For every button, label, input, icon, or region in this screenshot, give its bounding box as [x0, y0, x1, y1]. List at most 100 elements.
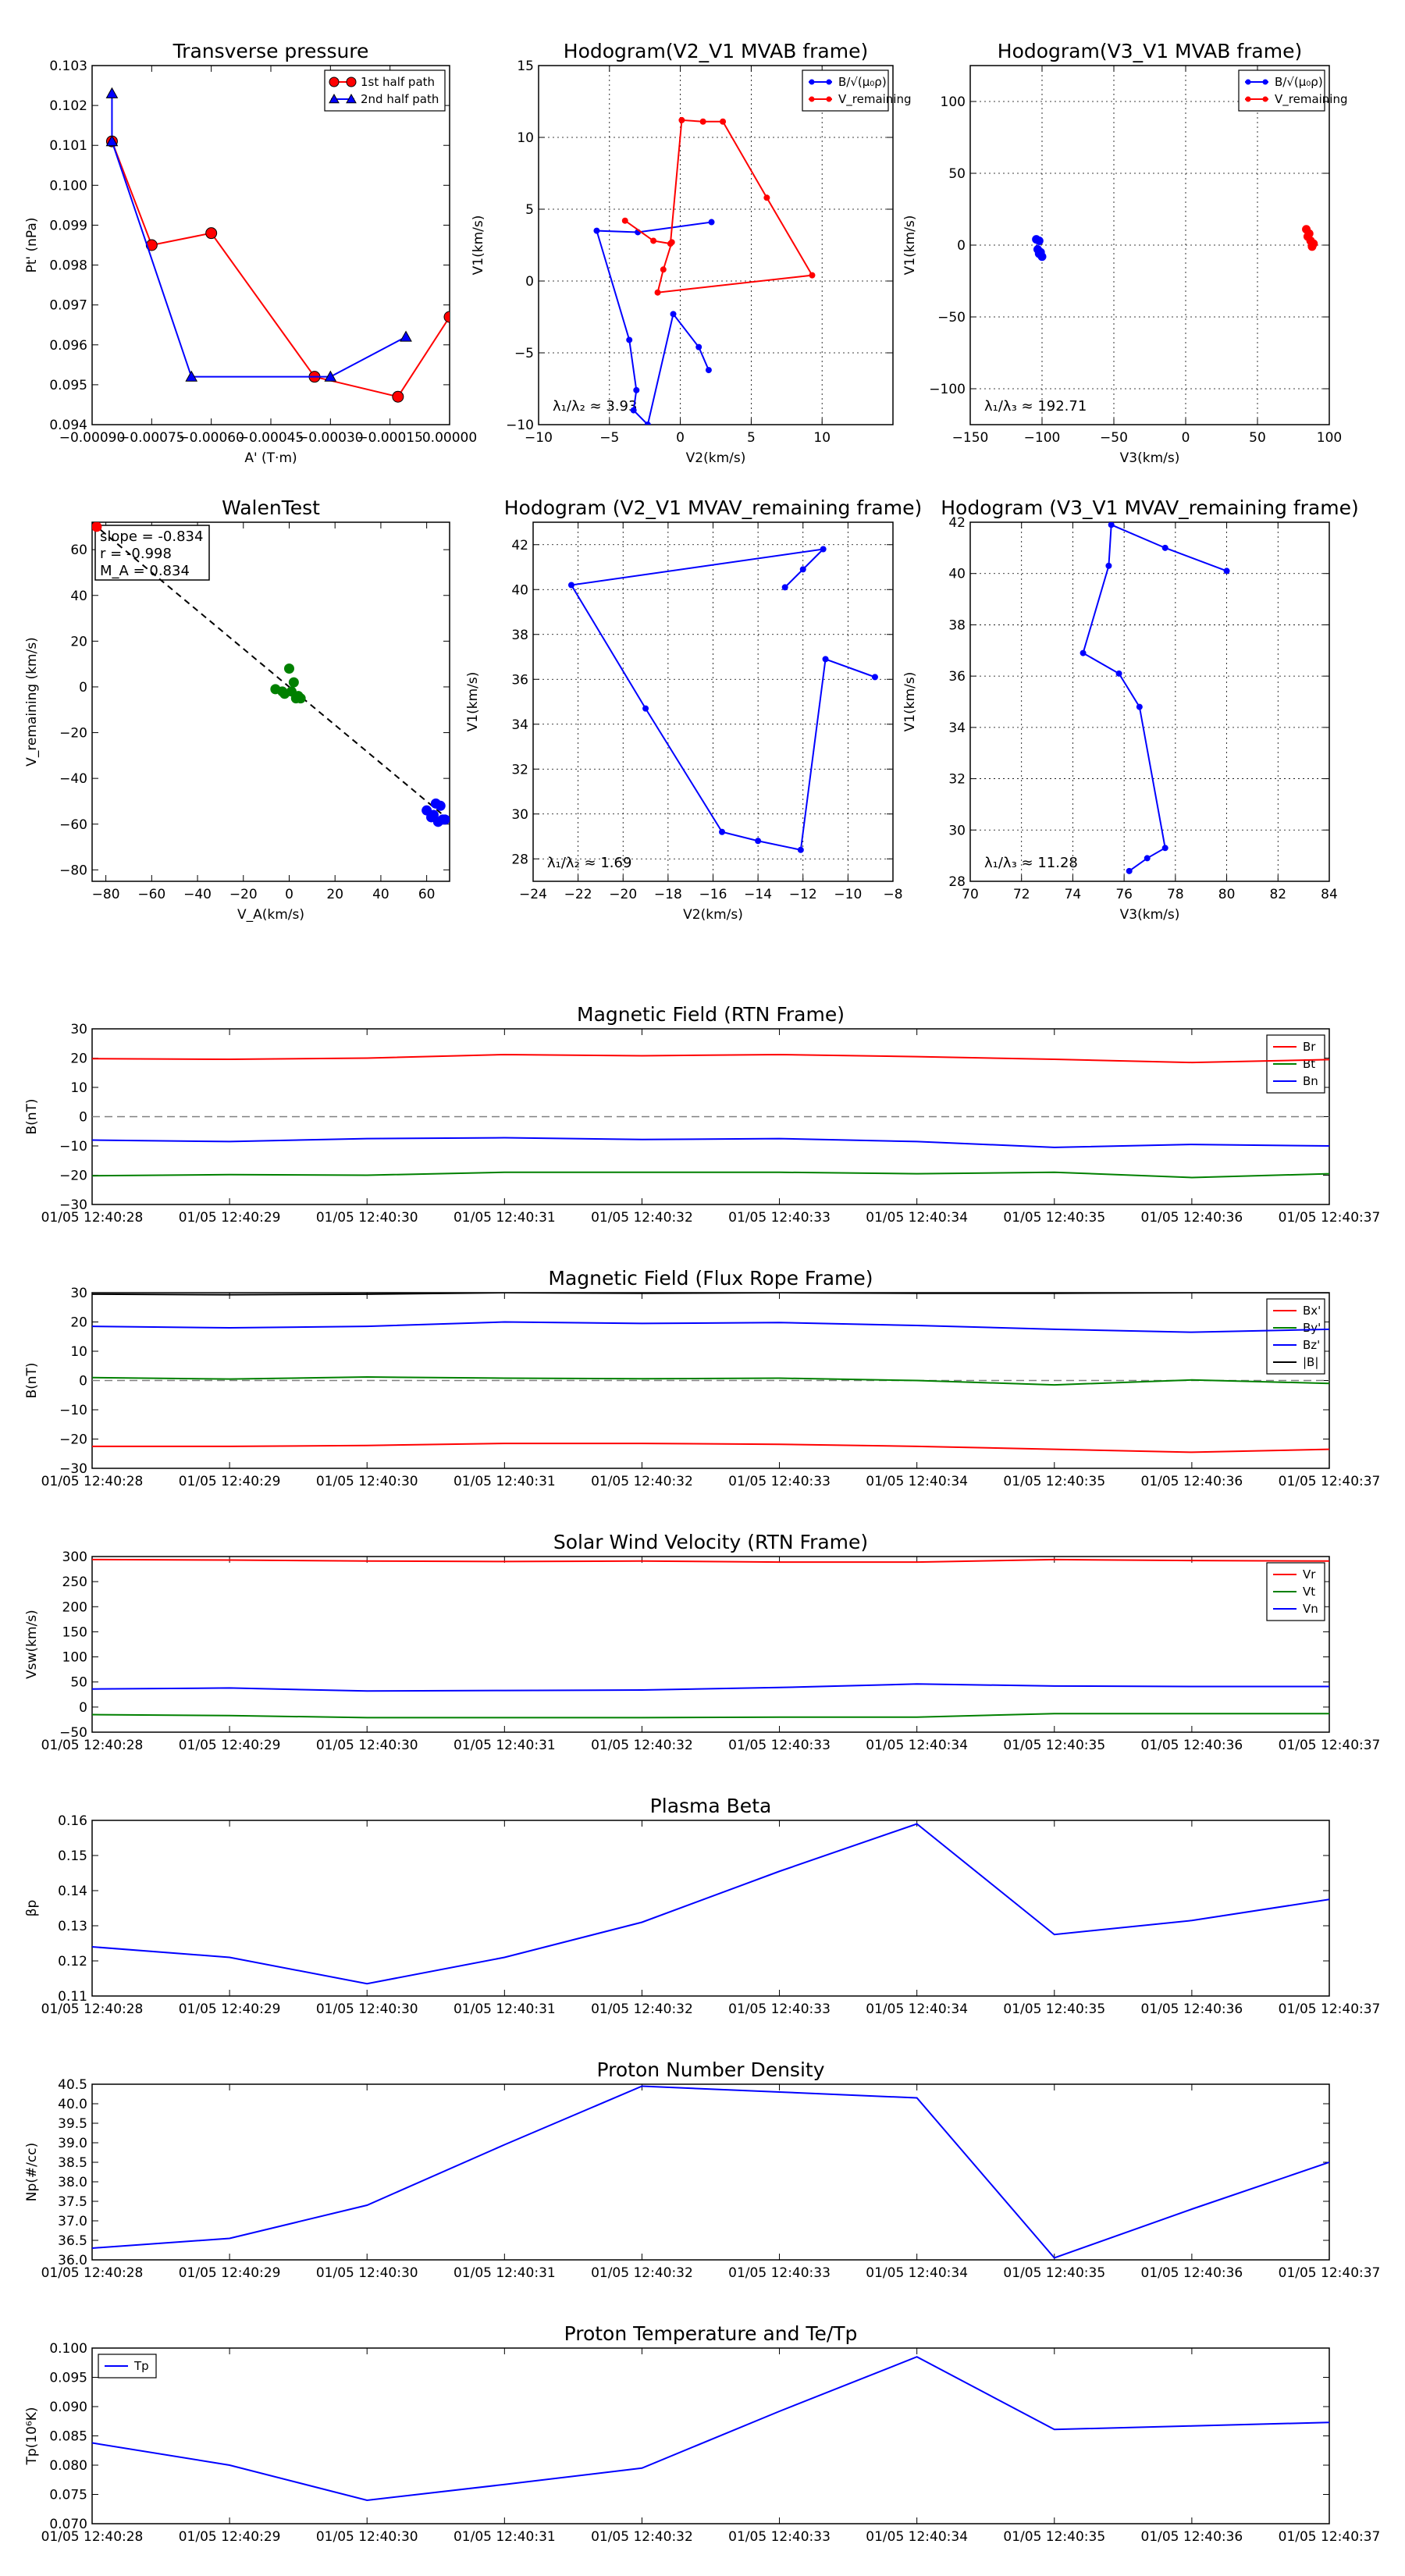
x-tick-label: 01/05 12:40:34 [866, 1474, 968, 1489]
legend-label: By' [1303, 1321, 1321, 1335]
x-tick-label: 70 [962, 887, 979, 902]
y-tick-label: 38.0 [58, 2175, 87, 2190]
x-tick-label: 82 [1269, 887, 1286, 902]
legend-label: B/√(μ₀ρ) [1275, 75, 1323, 89]
x-tick-label: 0 [676, 430, 685, 446]
x-axis-label: V3(km/s) [1120, 450, 1180, 466]
y-tick-label: 0.070 [49, 2517, 87, 2532]
chart-title: Transverse pressure [173, 40, 369, 62]
x-tick-label: −20 [229, 887, 258, 902]
x-tick-label: −22 [564, 887, 592, 902]
y-tick-label: −20 [59, 1169, 87, 1184]
y-tick-label: 38.5 [58, 2155, 87, 2171]
y-axis-label: Tp(10⁶K) [24, 2407, 40, 2465]
x-tick-label: 100 [1317, 430, 1342, 446]
x-tick-label: 01/05 12:40:28 [41, 2265, 144, 2281]
x-tick-label: 01/05 12:40:33 [728, 1474, 831, 1489]
data-point [1262, 79, 1268, 85]
plot-frame [91, 2347, 1330, 2524]
y-tick-label: 0.102 [49, 98, 87, 114]
x-tick-label: 01/05 12:40:36 [1141, 1210, 1243, 1226]
x-tick-label: −0.00015 [357, 430, 423, 446]
eigen-ratio-annotation: λ₁/λ₂ ≈ 1.69 [547, 855, 631, 871]
y-tick-label: 0.11 [58, 1989, 87, 2005]
x-tick-label: 84 [1321, 887, 1338, 902]
legend-label: |B| [1303, 1355, 1318, 1369]
y-tick-label: −10 [59, 1139, 87, 1155]
data-point [781, 584, 788, 591]
data-point [660, 266, 667, 273]
y-tick-label: 0 [79, 1110, 87, 1126]
y-tick-label: 0.090 [49, 2400, 87, 2415]
data-point [593, 227, 600, 234]
y-tick-label: 0 [79, 680, 87, 696]
x-tick-label: 01/05 12:40:31 [454, 2529, 556, 2545]
data-point [678, 116, 685, 123]
plot-area [1032, 225, 1318, 262]
series-line [596, 221, 712, 425]
y-tick-label: 0 [525, 274, 534, 290]
x-tick-label: 01/05 12:40:30 [316, 2001, 418, 2017]
plot-frame [91, 2083, 1330, 2261]
y-tick-label: 32 [948, 772, 966, 788]
y-tick-label: −30 [59, 1461, 87, 1477]
y-tick-label: 0.12 [58, 1954, 87, 1969]
x-tick-label: 01/05 12:40:30 [316, 1474, 418, 1489]
plot-frame [91, 1820, 1330, 1997]
data-point [1245, 96, 1251, 102]
data-point [822, 656, 829, 663]
y-tick-label: 0.080 [49, 2458, 87, 2474]
x-tick-label: 01/05 12:40:35 [1003, 1474, 1105, 1489]
y-axis-label: V1(km/s) [465, 672, 481, 732]
chart-title: Hodogram (V3_V1 MVAV_remaining frame) [941, 496, 1359, 519]
x-tick-label: 01/05 12:40:31 [454, 1474, 556, 1489]
data-point [288, 677, 299, 688]
x-tick-label: 01/05 12:40:35 [1003, 2001, 1105, 2017]
y-tick-label: 30 [70, 1022, 87, 1037]
data-point [1161, 544, 1168, 551]
x-tick-label: 01/05 12:40:28 [41, 2001, 144, 2017]
chart-transverse-pressure: −0.00090−0.00075−0.00060−0.00045−0.00030… [24, 40, 477, 466]
y-tick-label: 10 [70, 1344, 87, 1360]
x-tick-label: 72 [1013, 887, 1030, 902]
x-tick-label: −0.00045 [238, 430, 304, 446]
data-point [755, 838, 762, 845]
x-tick-label: 01/05 12:40:29 [179, 1210, 281, 1226]
data-point [437, 814, 448, 825]
y-tick-label: 38 [948, 617, 966, 633]
x-axis-label: V2(km/s) [686, 450, 746, 466]
y-tick-label: 28 [511, 852, 528, 867]
x-tick-label: 80 [1218, 887, 1236, 902]
data-point [650, 237, 657, 244]
x-tick-label: −20 [609, 887, 637, 902]
y-axis-label: V1(km/s) [471, 215, 486, 276]
data-point [435, 800, 446, 811]
x-tick-label: 01/05 12:40:37 [1279, 2265, 1381, 2281]
y-tick-label: 20 [70, 634, 87, 649]
data-point [346, 93, 357, 104]
legend-label: Vr [1303, 1567, 1316, 1582]
y-tick-label: 20 [70, 1051, 87, 1067]
y-tick-label: −80 [59, 863, 87, 878]
x-tick-label: −18 [654, 887, 682, 902]
series-line-bx [92, 1443, 1329, 1453]
x-tick-label: 01/05 12:40:35 [1003, 2265, 1105, 2281]
x-tick-label: 01/05 12:40:29 [179, 2529, 281, 2545]
x-tick-label: 50 [1249, 430, 1266, 446]
data-point [1105, 562, 1112, 569]
x-axis-label: V_A(km/s) [237, 907, 304, 923]
plot-frame [969, 521, 1330, 882]
y-tick-label: −5 [514, 346, 534, 361]
series-line [1082, 523, 1227, 872]
data-point [1161, 845, 1168, 852]
y-tick-label: −100 [929, 382, 966, 397]
walen-stats-box [94, 525, 210, 581]
data-point [1126, 867, 1133, 874]
y-tick-label: 36 [948, 669, 966, 685]
x-tick-label: −14 [744, 887, 772, 902]
y-tick-label: 50 [948, 166, 966, 182]
chart-title: Magnetic Field (Flux Rope Frame) [548, 1267, 873, 1290]
x-tick-label: 5 [747, 430, 756, 446]
y-tick-label: −20 [59, 726, 87, 742]
